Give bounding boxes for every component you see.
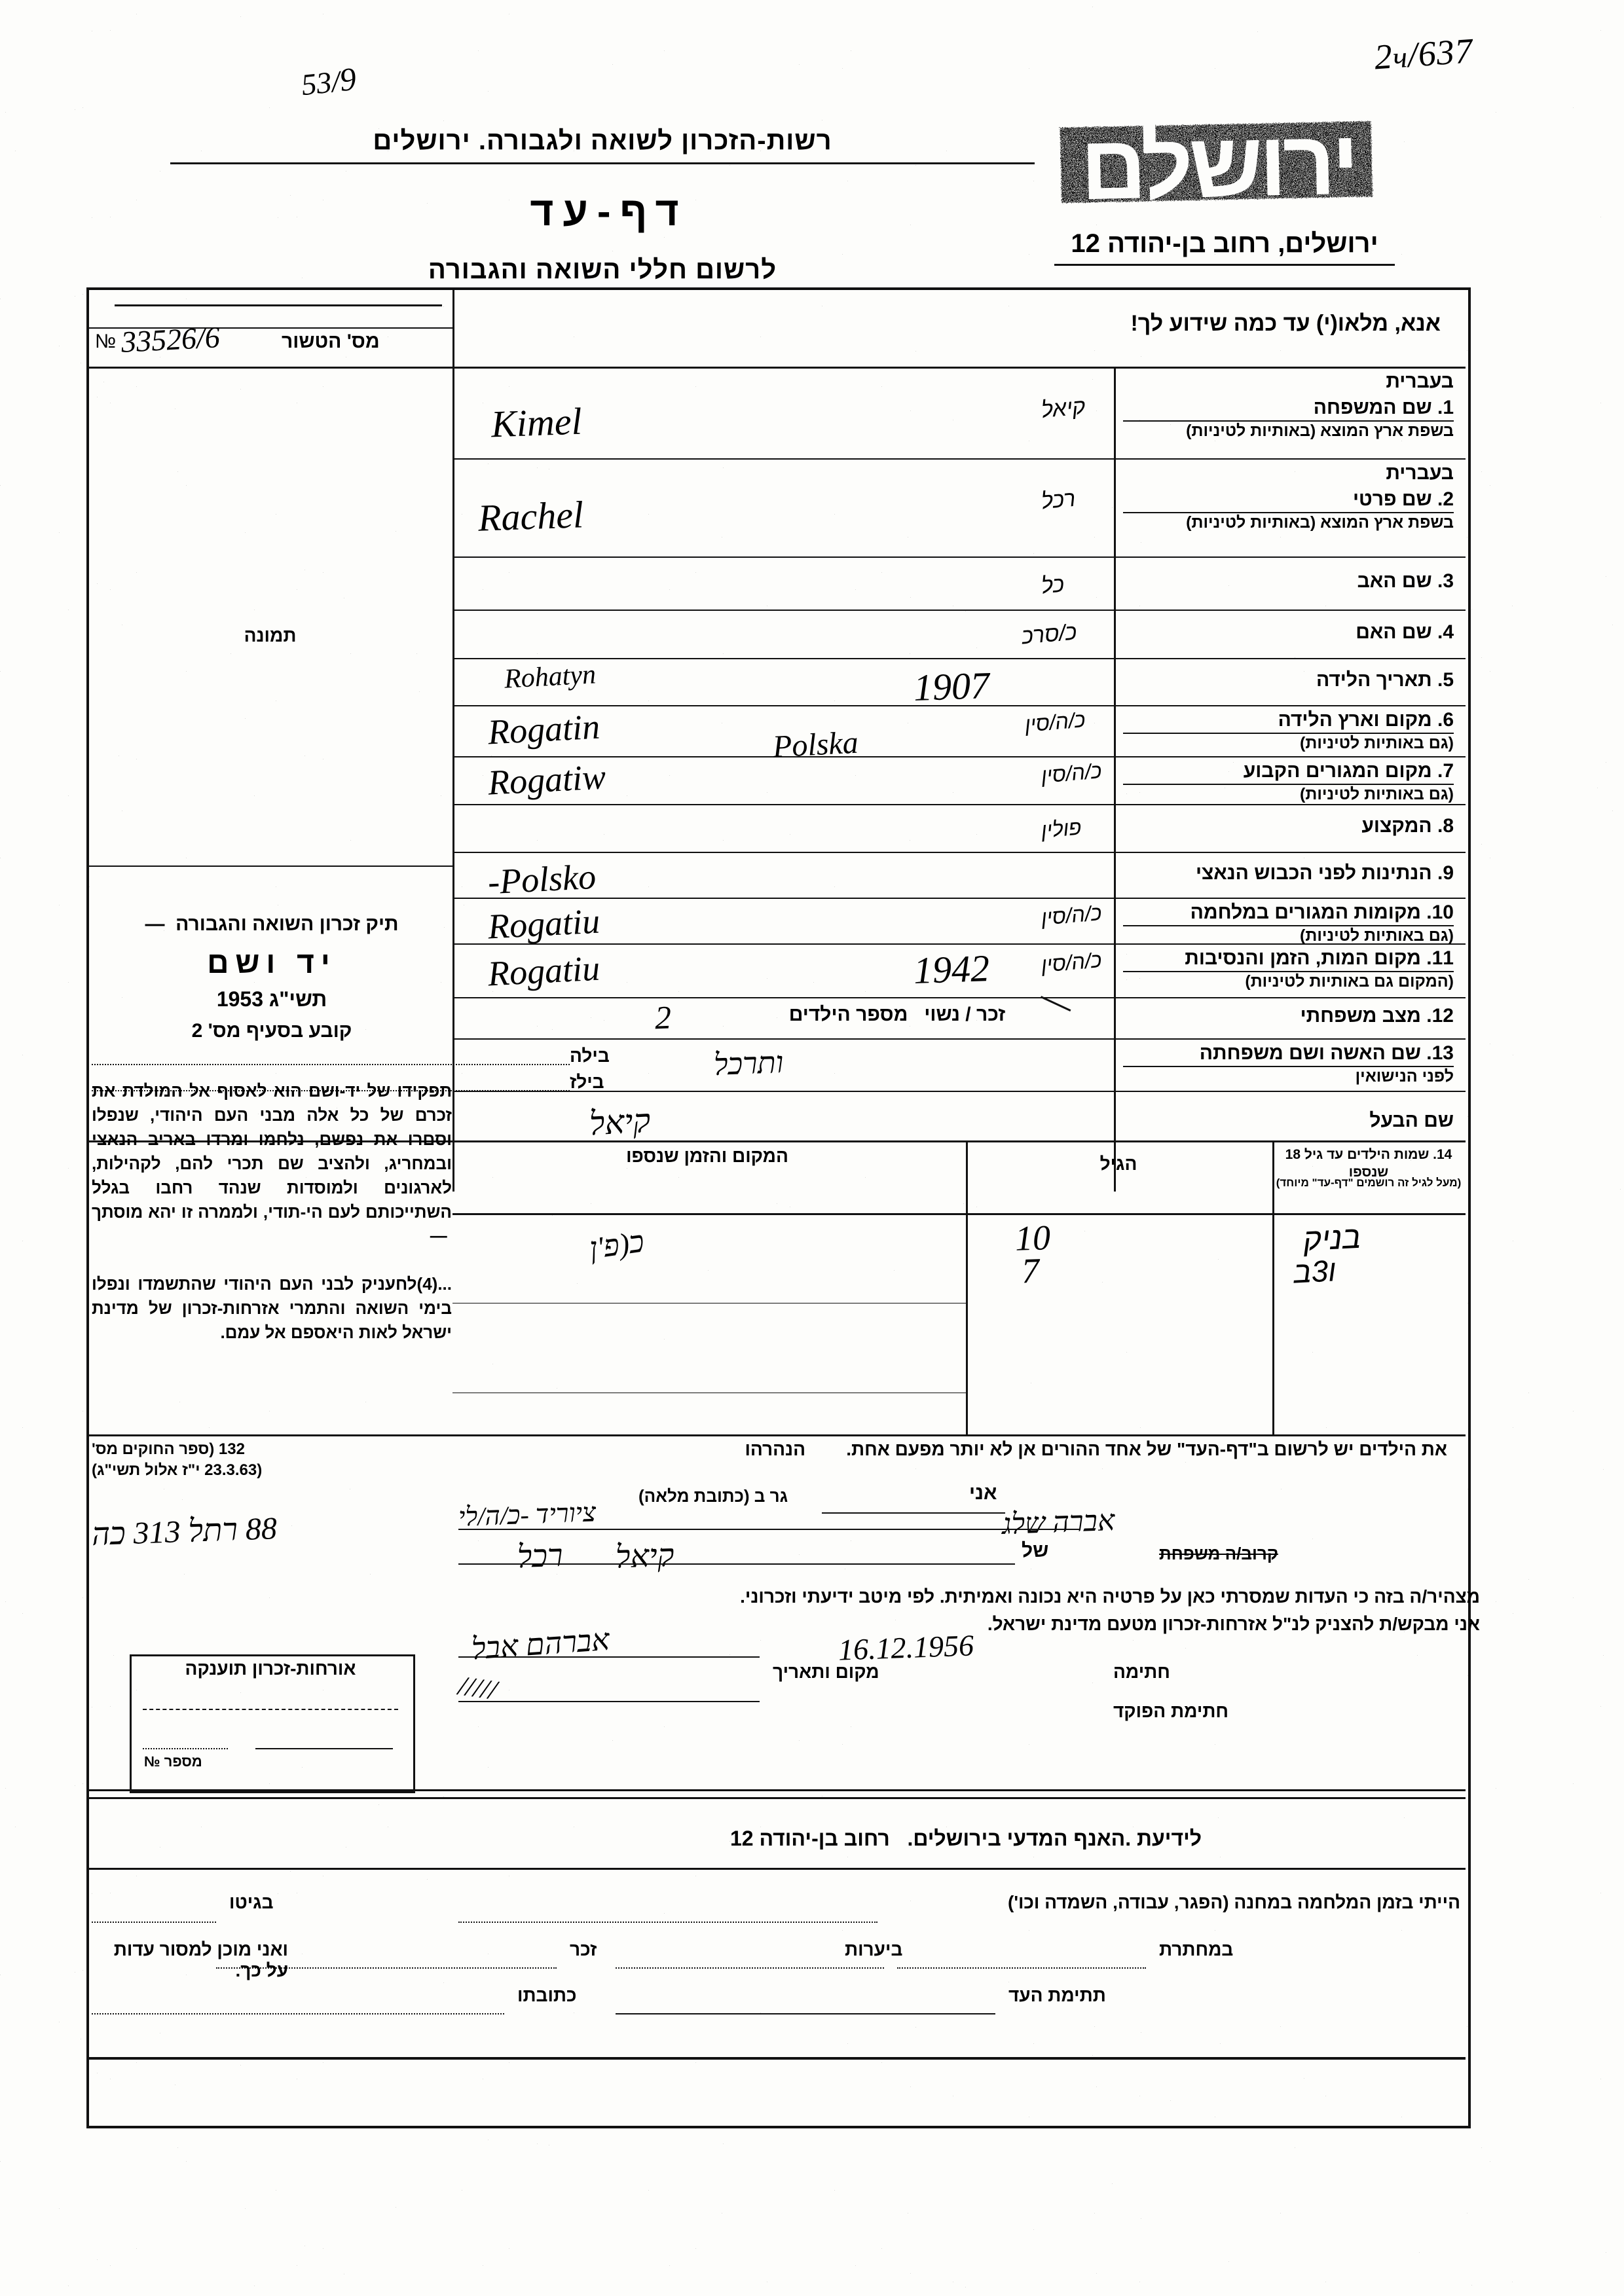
svg-text:ירושלם: ירושלם bbox=[1079, 113, 1356, 219]
